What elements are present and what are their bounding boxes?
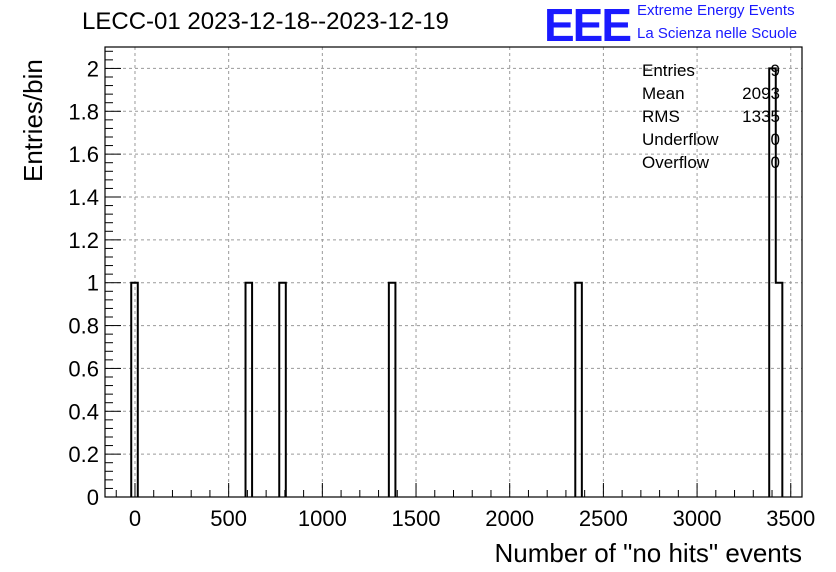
chart-title: LECC-01 2023-12-18--2023-12-19 <box>82 8 449 35</box>
x-axis-label: Number of "no hits" events <box>494 538 803 568</box>
y-tick-label: 0.6 <box>68 356 99 381</box>
stats-box: Entries 9 Mean 2093 RMS 1335 Underflow 0 Ove… <box>642 60 780 175</box>
x-tick-label: 3500 <box>766 506 815 531</box>
y-tick-label: 1 <box>87 271 99 296</box>
stats-row-rms: RMS 1335 <box>642 106 780 129</box>
y-tick-label: 0.8 <box>68 314 99 339</box>
histogram-line <box>130 67 784 497</box>
stats-row-entries: Entries 9 <box>642 60 780 83</box>
stats-value: 1335 <box>742 107 780 126</box>
y-tick-label: 0.4 <box>68 399 99 424</box>
y-tick-label: 0.2 <box>68 442 99 467</box>
x-tick-label: 1000 <box>298 506 347 531</box>
histogram-bin <box>575 283 582 497</box>
eee-logo: EEE <box>544 0 632 51</box>
y-axis-label: Entries/bin <box>18 59 48 182</box>
y-tick-label: 2 <box>87 56 99 81</box>
stats-value: 9 <box>770 61 780 80</box>
stats-label: Mean <box>642 84 685 103</box>
x-tick-label: 2000 <box>485 506 534 531</box>
stats-row-underflow: Underflow 0 <box>642 129 780 152</box>
histogram-bin <box>279 283 286 497</box>
y-tick-label: 0 <box>87 485 99 510</box>
x-tick-label: 3000 <box>673 506 722 531</box>
histogram-bin <box>246 283 253 497</box>
logo-line-2: La Scienza nelle Scuole <box>637 25 798 42</box>
x-tick-label: 0 <box>129 506 141 531</box>
stats-value: 0 <box>770 153 780 172</box>
stats-label: RMS <box>642 107 680 126</box>
histogram-bin <box>389 283 396 497</box>
y-tick-label: 1.8 <box>68 99 99 124</box>
histogram-bin <box>131 283 138 497</box>
stats-label: Overflow <box>642 153 710 172</box>
logo-line-1: Extreme Energy Events <box>637 2 795 19</box>
y-tick-label: 1.6 <box>68 142 99 167</box>
y-tick-label: 1.2 <box>68 228 99 253</box>
y-tick-label: 1.4 <box>68 185 99 210</box>
stats-row-overflow: Overflow 0 <box>642 152 780 175</box>
stats-label: Underflow <box>642 130 719 149</box>
stats-value: 0 <box>770 130 780 149</box>
histogram-bin <box>776 283 783 497</box>
stats-row-mean: Mean 2093 <box>642 83 780 106</box>
x-tick-label: 500 <box>210 506 247 531</box>
stats-value: 2093 <box>742 84 780 103</box>
x-tick-label: 2500 <box>579 506 628 531</box>
stats-label: Entries <box>642 61 695 80</box>
x-tick-label: 1500 <box>392 506 441 531</box>
